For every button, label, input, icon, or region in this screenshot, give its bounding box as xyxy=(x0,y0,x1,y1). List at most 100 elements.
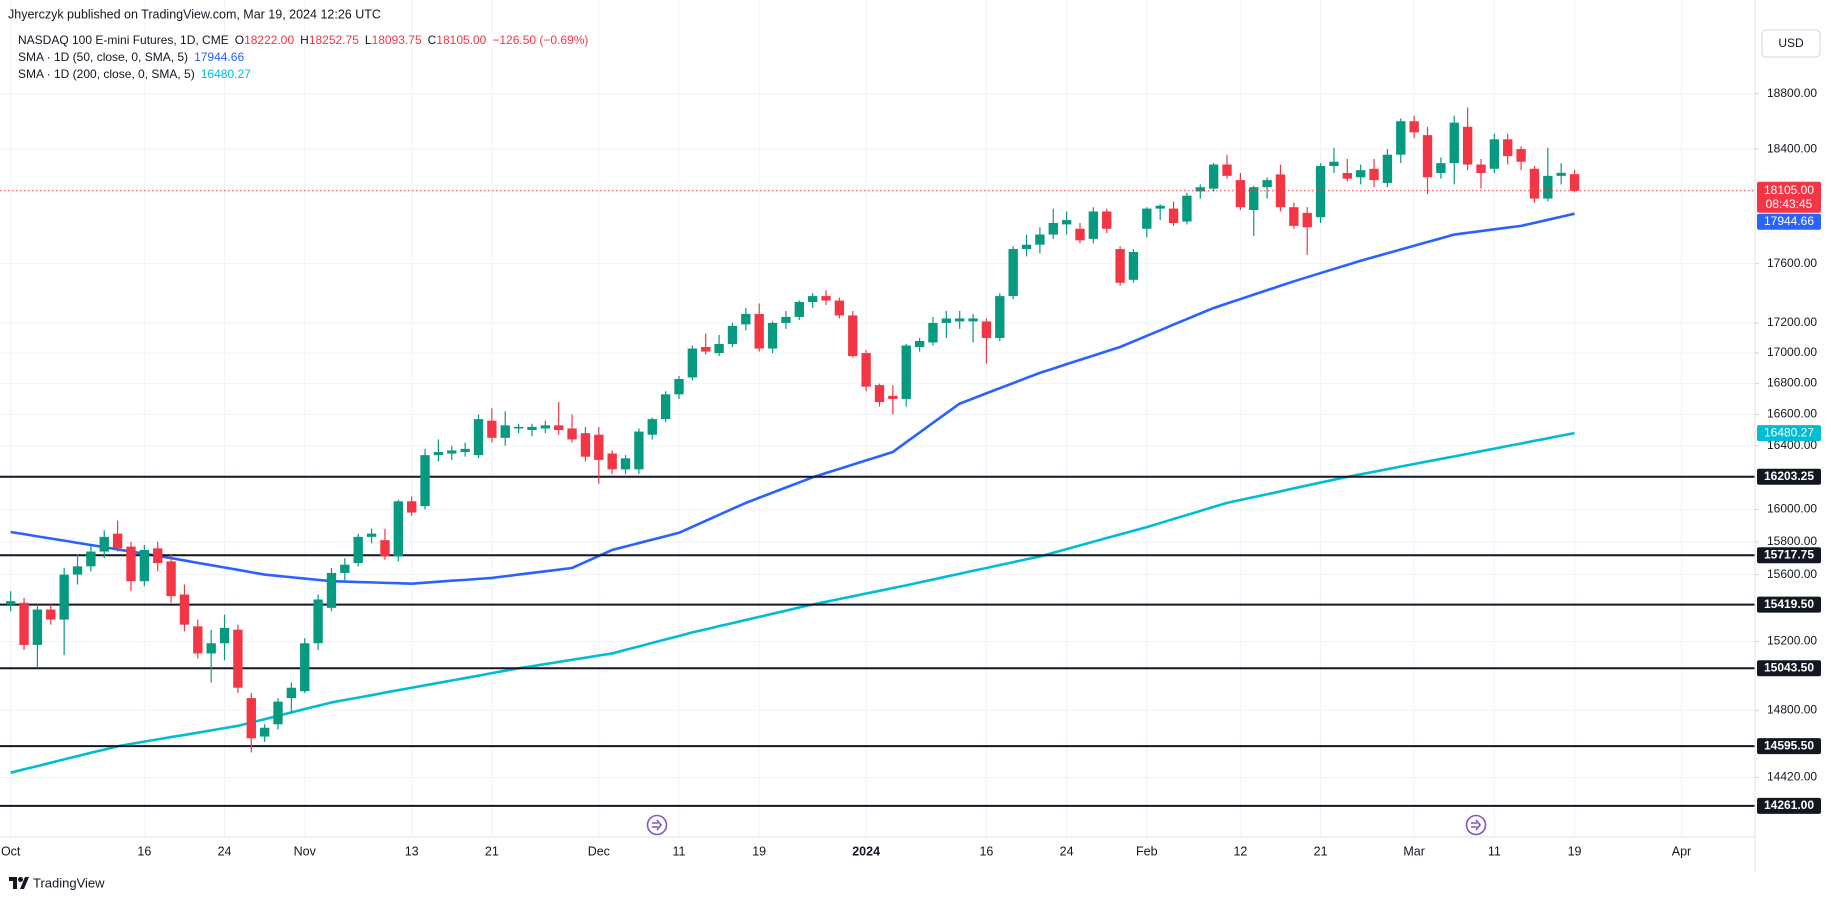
level-box xyxy=(1757,660,1821,677)
candle-body xyxy=(6,601,16,605)
candle-body xyxy=(580,433,591,457)
candle-body xyxy=(473,419,484,456)
event-circle[interactable] xyxy=(646,814,668,836)
legend-key: O xyxy=(235,33,244,47)
candle-body xyxy=(273,701,283,725)
candle-body xyxy=(1302,212,1312,228)
x-tick-label: Oct xyxy=(1,844,21,858)
candle-body xyxy=(1315,165,1326,218)
candle-body xyxy=(714,343,724,354)
candle-body xyxy=(834,300,845,316)
candle-body xyxy=(914,340,925,348)
candle-body xyxy=(754,313,764,349)
candle-body xyxy=(366,533,377,537)
candle-body xyxy=(1195,187,1205,192)
candle-body xyxy=(674,378,684,395)
candle-body xyxy=(1489,139,1500,169)
candle-body xyxy=(166,561,176,597)
event-marker[interactable] xyxy=(646,814,668,836)
x-tick-label: 21 xyxy=(485,844,499,858)
y-tick-label: 17200.00 xyxy=(1767,315,1817,329)
sma-price-label: 16480.27 xyxy=(1764,425,1814,439)
candle-body xyxy=(487,420,497,438)
candle-body xyxy=(620,458,631,470)
candle-body xyxy=(1142,208,1152,229)
candle-body xyxy=(233,629,243,688)
candle-body xyxy=(1008,249,1018,297)
y-tick-label: 15600.00 xyxy=(1767,567,1817,581)
candle-body xyxy=(1569,174,1580,191)
candle-body xyxy=(72,566,83,575)
candle-body xyxy=(1422,135,1433,178)
sma-price-label: 17944.66 xyxy=(1764,214,1814,228)
legend-value: 18105.00 xyxy=(436,33,486,47)
sma-line xyxy=(10,212,1575,585)
candle-body xyxy=(821,296,831,301)
x-tick-label: 12 xyxy=(1233,844,1247,858)
legend-key: C xyxy=(428,33,437,47)
candle-body xyxy=(420,455,430,507)
candle-body xyxy=(460,448,470,452)
candle-body xyxy=(1449,122,1459,164)
axes: 18800.00 18400.00 17600.00 17200.00 17000.00… xyxy=(1,86,1817,858)
sma-price-box xyxy=(1757,213,1821,230)
x-tick-label: 19 xyxy=(1568,844,1582,858)
event-circle[interactable] xyxy=(1465,814,1487,836)
candle-body xyxy=(433,451,444,456)
candle-body xyxy=(901,345,911,399)
candle-body xyxy=(126,546,136,582)
candle-body xyxy=(1329,161,1339,166)
candle-body xyxy=(1021,244,1032,250)
level-label: 15717.75 xyxy=(1764,547,1814,561)
candle-body xyxy=(286,687,297,699)
candle-body xyxy=(1556,172,1566,176)
event-arrow xyxy=(652,819,663,831)
candle-body xyxy=(1356,170,1366,178)
legend-value: 18252.75 xyxy=(309,33,359,47)
currency[interactable]: USD xyxy=(1778,36,1804,50)
event-arrow xyxy=(1471,819,1482,831)
candle-body xyxy=(1436,163,1446,174)
sma-price-box xyxy=(1757,425,1821,442)
candle-body xyxy=(1155,205,1165,209)
sma-line xyxy=(10,431,1575,774)
candle-body xyxy=(727,325,738,344)
candle-body xyxy=(794,302,804,317)
candle-body xyxy=(861,353,871,387)
currency-button[interactable] xyxy=(1761,29,1821,58)
candle-body xyxy=(781,316,791,323)
grid xyxy=(0,0,1755,837)
legend-value: 16480.27 xyxy=(201,67,251,81)
candle-body xyxy=(807,296,818,303)
candle-body xyxy=(246,698,256,739)
y-tick-label: 14420.00 xyxy=(1767,769,1817,783)
candle-body xyxy=(112,533,123,549)
candle-body xyxy=(1128,251,1139,280)
candle-body xyxy=(513,426,524,429)
candle-body xyxy=(1382,154,1393,183)
candle-body xyxy=(701,347,711,352)
x-tick-label: 24 xyxy=(218,844,232,858)
x-tick-label: Dec xyxy=(588,844,610,858)
event-marker[interactable] xyxy=(1465,814,1487,836)
legend-key: H xyxy=(300,33,309,47)
candle-body xyxy=(99,536,109,552)
candle-body xyxy=(1235,180,1246,208)
candle-body xyxy=(153,548,163,564)
candle-body xyxy=(1222,164,1232,176)
level-label: 15419.50 xyxy=(1764,597,1814,611)
plot-area xyxy=(0,107,1755,807)
x-tick-label: 13 xyxy=(405,844,419,858)
candle-body xyxy=(607,453,617,470)
countdown: 08:43:45 xyxy=(1766,197,1813,211)
candle-body xyxy=(447,450,457,454)
x-tick-label: 24 xyxy=(1060,844,1074,858)
candle-body xyxy=(1208,164,1219,189)
candle-body xyxy=(393,501,403,557)
candle-body xyxy=(1249,187,1259,211)
candle-body xyxy=(955,318,965,322)
candle-body xyxy=(326,572,337,608)
candle-body xyxy=(1088,211,1099,239)
candle-body xyxy=(874,385,885,403)
